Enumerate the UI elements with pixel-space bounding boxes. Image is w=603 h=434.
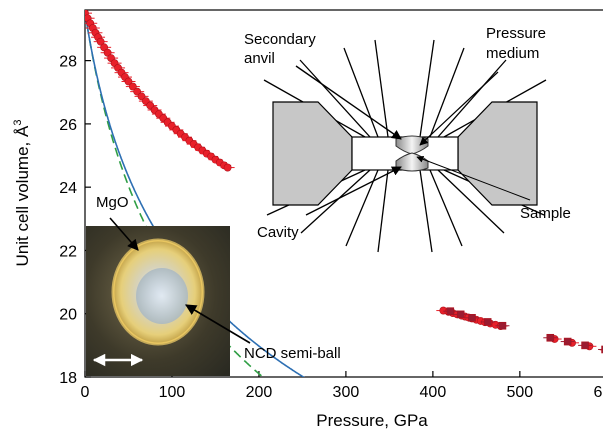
mgo-grain-edge	[111, 238, 205, 346]
plot-area-frame	[84, 9, 603, 378]
arrow-pressure-medium	[419, 71, 499, 146]
data-point-square	[563, 337, 572, 346]
y-tick-label: 20	[59, 307, 77, 324]
y-tick-label: 18	[59, 370, 77, 387]
x-axis-ticks: 0 100 200 300 400 500 600	[81, 371, 603, 401]
data-point	[100, 43, 109, 52]
photo-inset: MgO NCD semi-ball	[86, 194, 341, 376]
y-axis-title-main: Unit cell volume, Å	[13, 125, 32, 266]
x-tick-label: 100	[159, 384, 186, 401]
y-tick-label: 26	[59, 117, 77, 134]
y-axis-ticks: 18 20 22 24 26 28	[59, 54, 91, 387]
data-point-square	[446, 307, 455, 315]
x-tick-label: 400	[420, 384, 447, 401]
x-tick-label: 300	[333, 384, 360, 401]
data-point-square	[483, 318, 492, 326]
eos-fit-line	[85, 11, 305, 377]
label-secondary-anvil: Secondary anvil	[244, 31, 316, 67]
anvil-diagram: Secondary anvil Pressure medium Sample Cav…	[244, 25, 571, 253]
x-tick-label: 200	[246, 384, 273, 401]
data-point-square	[546, 333, 555, 342]
anvil-body-left	[272, 101, 353, 206]
arrow-secondary-anvil	[295, 65, 402, 140]
data-point-square	[601, 345, 603, 354]
data-point	[103, 48, 112, 57]
label-cavity: Cavity	[257, 224, 299, 241]
data-point	[223, 163, 232, 172]
label-pressure-medium: Pressure medium	[486, 25, 546, 62]
data-point	[124, 77, 133, 86]
data-point-square	[468, 314, 476, 322]
y-axis-title: Unit cell volume, Å3	[12, 120, 32, 267]
data-point-square	[456, 310, 465, 319]
x-tick-label: 0	[81, 384, 90, 401]
x-axis-title: Pressure, GPa	[316, 411, 428, 430]
data-point-square	[581, 341, 589, 350]
anvil-body-right	[457, 101, 538, 206]
arrow-ncd	[185, 304, 251, 344]
label-mgo: MgO	[96, 194, 129, 211]
label-ncd: NCD semi-ball	[244, 345, 341, 362]
arrow-mgo	[109, 217, 139, 251]
label-sample: Sample	[520, 205, 571, 222]
x-tick-label: 600	[593, 384, 603, 401]
y-axis-title-sup: 3	[12, 120, 24, 126]
data-point	[96, 37, 105, 46]
x-tick-label: 500	[506, 384, 533, 401]
y-tick-label: 24	[59, 180, 77, 197]
y-tick-label: 22	[59, 243, 77, 260]
arrow-sample	[416, 155, 531, 201]
ncd-semi-ball	[136, 268, 188, 324]
data-point-square	[498, 321, 507, 330]
arrow-cavity	[305, 166, 402, 216]
data-points	[85, 10, 603, 354]
y-tick-label: 28	[59, 54, 77, 71]
data-point	[128, 82, 137, 91]
